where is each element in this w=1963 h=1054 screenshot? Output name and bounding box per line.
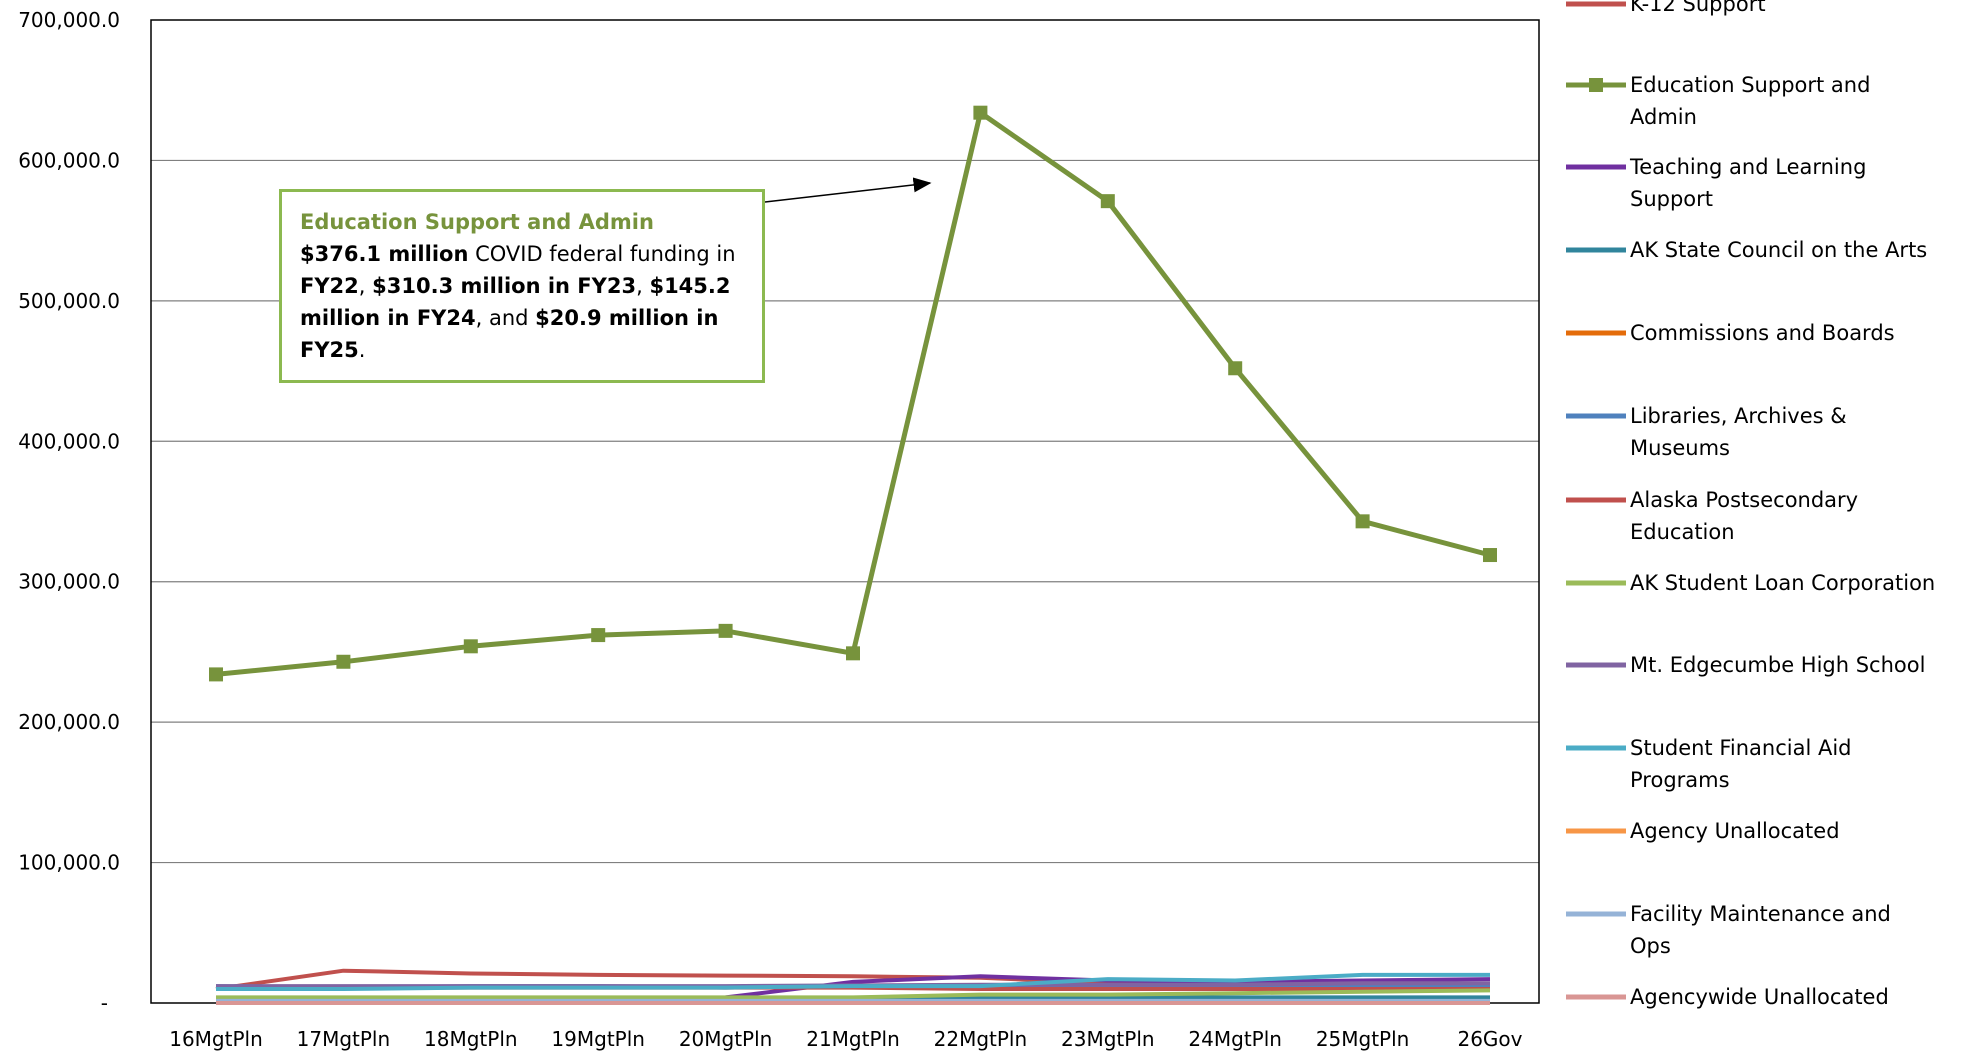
- legend-item: Student Financial Aid Programs: [1566, 736, 1852, 792]
- annotation-fy24: million in FY24: [300, 306, 476, 330]
- legend-label: Commissions and Boards: [1630, 321, 1895, 345]
- annotation-arrow: [764, 177, 932, 203]
- annotation-text: COVID federal funding in: [468, 242, 736, 266]
- series-line-student-financial-aid-programs: [216, 972, 1490, 991]
- x-tick-label: 25MgtPln: [1316, 1027, 1410, 1051]
- data-point: [1355, 514, 1370, 529]
- legend-item: K-12 Support: [1566, 0, 1766, 16]
- data-point: [336, 654, 351, 669]
- y-tick-label: 400,000.0: [18, 429, 120, 453]
- data-point: [1100, 194, 1115, 209]
- legend-item: AK State Council on the Arts: [1566, 238, 1927, 262]
- annotation-fy24-amount: $145.2: [649, 274, 731, 298]
- annotation-fy22-amount: $376.1 million: [300, 242, 469, 266]
- legend-item: Mt. Edgecumbe High School: [1566, 653, 1925, 677]
- annotation-text: .: [358, 338, 366, 362]
- legend-item: Libraries, Archives & Museums: [1566, 404, 1847, 460]
- legend-item: Agency Unallocated: [1566, 819, 1840, 843]
- legend-item: AK Student Loan Corporation: [1566, 571, 1935, 595]
- legend-label: Admin: [1630, 105, 1697, 129]
- annotation-callout: Education Support and Admin $376.1 milli…: [279, 189, 765, 383]
- annotation-fy25: FY25: [300, 338, 359, 362]
- legend-label: Agencywide Unallocated: [1630, 985, 1889, 1009]
- y-axis-ticks: - 100,000.0 200,000.0 300,000.0 400,000.0 500…: [18, 8, 120, 1015]
- data-point: [463, 639, 478, 654]
- y-tick-label: 600,000.0: [18, 148, 120, 172]
- legend-item: Education Support and Admin: [1566, 73, 1870, 129]
- legend-label: Facility Maintenance and: [1630, 902, 1891, 926]
- x-tick-label: 18MgtPln: [424, 1027, 518, 1051]
- legend-label: Education Support and: [1630, 73, 1870, 97]
- series-lines: [209, 105, 1497, 1005]
- legend-label: Student Financial Aid: [1630, 736, 1852, 760]
- annotation-fy22: FY22: [300, 274, 359, 298]
- annotation-text: , and: [475, 306, 536, 330]
- y-tick-label: 500,000.0: [18, 289, 120, 313]
- legend-label: Ops: [1630, 934, 1671, 958]
- legend-label: Alaska Postsecondary: [1630, 488, 1858, 512]
- legend-label: AK Student Loan Corporation: [1630, 571, 1935, 595]
- annotation-text: ,: [358, 274, 373, 298]
- legend-item: Commissions and Boards: [1566, 321, 1895, 345]
- annotation-fy25-amount: $20.9 million in: [535, 306, 719, 330]
- legend-label: Education: [1630, 520, 1735, 544]
- legend-item: Facility Maintenance and Ops: [1566, 902, 1891, 958]
- legend-label: Programs: [1630, 768, 1730, 792]
- annotation-body: $376.1 million COVID federal funding in …: [300, 238, 744, 366]
- x-tick-label: 24MgtPln: [1188, 1027, 1282, 1051]
- data-point: [209, 667, 223, 682]
- x-tick-label: 17MgtPln: [297, 1027, 391, 1051]
- y-tick-label: 300,000.0: [18, 570, 120, 594]
- annotation-text: ,: [636, 274, 650, 298]
- x-tick-label: 19MgtPln: [551, 1027, 645, 1051]
- y-tick-label: -: [101, 991, 108, 1015]
- data-point: [1483, 548, 1497, 563]
- y-tick-label: 200,000.0: [18, 710, 120, 734]
- legend-label: Agency Unallocated: [1630, 819, 1840, 843]
- legend-label: Museums: [1630, 436, 1730, 460]
- legend-label: K-12 Support: [1630, 0, 1766, 16]
- legend-label: Mt. Edgecumbe High School: [1630, 653, 1925, 677]
- legend-label: Teaching and Learning: [1629, 155, 1866, 179]
- annotation-title: Education Support and Admin: [300, 210, 654, 234]
- x-tick-label: 23MgtPln: [1061, 1027, 1155, 1051]
- legend-label: Libraries, Archives &: [1630, 404, 1847, 428]
- legend-item: Agencywide Unallocated: [1566, 985, 1889, 1009]
- data-point: [846, 646, 860, 661]
- y-tick-label: 100,000.0: [18, 851, 120, 875]
- x-tick-label: 26Gov: [1457, 1027, 1522, 1051]
- annotation-fy23-amount: $310.3 million in FY23: [372, 274, 637, 298]
- legend: K-12 Support Education Support and Admin Te…: [1566, 0, 1935, 1009]
- x-tick-label: 22MgtPln: [934, 1027, 1028, 1051]
- legend-label: AK State Council on the Arts: [1630, 238, 1927, 262]
- data-point: [591, 628, 606, 643]
- legend-marker: [1589, 78, 1603, 92]
- series-line-ak-student-loan-corporation: [216, 988, 1491, 1000]
- y-tick-label: 700,000.0: [18, 8, 120, 32]
- data-point: [1228, 361, 1243, 376]
- x-tick-label: 21MgtPln: [806, 1027, 900, 1051]
- data-point: [718, 623, 733, 638]
- legend-item: Alaska Postsecondary Education: [1566, 488, 1858, 544]
- data-point: [973, 105, 988, 120]
- x-tick-label: 16MgtPln: [169, 1027, 263, 1051]
- legend-item: Teaching and Learning Support: [1566, 155, 1866, 211]
- legend-label: Support: [1630, 187, 1713, 211]
- plot-area-frame: [150, 19, 1540, 1004]
- x-axis-ticks: 16MgtPln 17MgtPln 18MgtPln 19MgtPln 20MgtPln…: [169, 1027, 1522, 1051]
- x-tick-label: 20MgtPln: [679, 1027, 773, 1051]
